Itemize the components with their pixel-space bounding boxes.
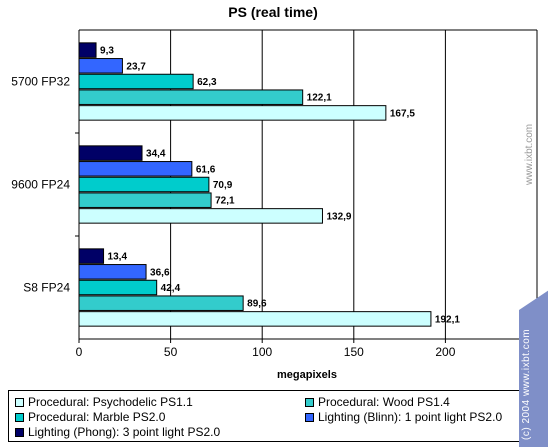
legend-item: Procedural: Psychodelic PS1.1 xyxy=(15,395,193,409)
legend-swatch xyxy=(15,397,24,407)
legend-item: Procedural: Marble PS2.0 xyxy=(15,410,165,424)
chart: PS (real time) megapixels 05010015020025… xyxy=(11,4,547,381)
legend-swatch xyxy=(15,427,24,437)
legend-item: Lighting (Phong): 3 point light PS2.0 xyxy=(15,425,220,439)
bar xyxy=(78,248,105,264)
x-tick-label: 100 xyxy=(252,345,272,359)
x-tick-label: 150 xyxy=(344,345,364,359)
x-tick-label: 200 xyxy=(435,345,455,359)
watermark-graphic: (c) 2004 www.ixbt.com xyxy=(509,290,548,447)
bar xyxy=(78,145,143,161)
legend-item: Procedural: Wood PS1.4 xyxy=(305,395,450,409)
legend-label: Lighting (Blinn): 1 point light PS2.0 xyxy=(318,410,503,424)
data-label: 36,6 xyxy=(150,267,170,278)
bar xyxy=(78,73,194,90)
bar xyxy=(78,89,304,105)
bar xyxy=(78,264,147,280)
bar xyxy=(78,42,97,58)
bar xyxy=(78,161,193,177)
x-axis-label: megapixels xyxy=(277,369,337,381)
legend-swatch xyxy=(305,397,314,407)
legend-swatch xyxy=(15,412,24,422)
data-label: 72,1 xyxy=(215,196,235,207)
data-label: 34,4 xyxy=(146,149,166,160)
legend-item: Lighting (Blinn): 1 point light PS2.0 xyxy=(305,410,502,424)
legend: Procedural: Psychodelic PS1.1 Procedural:… xyxy=(8,390,536,442)
watermark-side-text: www.ixbt.com xyxy=(524,123,535,185)
category-label: 9600 FP24 xyxy=(11,178,70,192)
data-label: 62,3 xyxy=(197,77,217,88)
data-label: 42,4 xyxy=(161,283,181,294)
bar xyxy=(78,311,432,327)
bar xyxy=(78,279,158,296)
data-label: 9,3 xyxy=(100,46,114,57)
legend-label: Lighting (Phong): 3 point light PS2.0 xyxy=(28,425,221,439)
x-tick-label: 50 xyxy=(164,345,178,359)
bar xyxy=(78,58,123,74)
chart-title: PS (real time) xyxy=(228,4,317,20)
bar xyxy=(78,208,323,224)
bar xyxy=(78,192,212,208)
bar xyxy=(78,105,387,121)
bar xyxy=(78,176,210,193)
category-label: 5700 FP32 xyxy=(11,75,70,89)
data-label: 13,4 xyxy=(108,252,128,263)
watermark-text: (c) 2004 www.ixbt.com xyxy=(521,328,532,440)
data-label: 167,5 xyxy=(390,108,415,119)
data-label: 192,1 xyxy=(435,314,460,325)
data-label: 23,7 xyxy=(126,61,146,72)
legend-label: Procedural: Marble PS2.0 xyxy=(28,410,166,424)
legend-label: Procedural: Wood PS1.4 xyxy=(318,395,450,409)
legend-swatch xyxy=(305,412,314,422)
legend-label: Procedural: Psychodelic PS1.1 xyxy=(28,395,193,409)
data-label: 89,6 xyxy=(247,299,267,310)
x-tick-label: 0 xyxy=(76,345,83,359)
data-label: 70,9 xyxy=(213,180,233,191)
bar xyxy=(78,295,244,311)
watermark-shape xyxy=(519,290,548,447)
data-label: 122,1 xyxy=(307,93,332,104)
data-label: 61,6 xyxy=(196,164,216,175)
data-label: 132,9 xyxy=(326,211,351,222)
category-label: S8 FP24 xyxy=(23,281,70,295)
